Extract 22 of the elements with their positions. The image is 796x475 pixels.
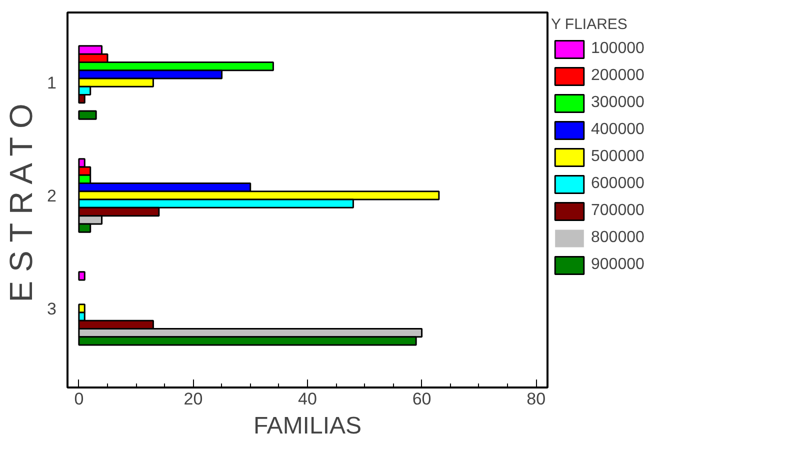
- legend-label: 100000: [591, 40, 644, 58]
- y-tick-label: 3: [47, 299, 57, 318]
- legend-title: Y FLIARES: [551, 16, 628, 33]
- y-tick-label: 2: [47, 186, 57, 206]
- legend-label: 800000: [591, 229, 644, 247]
- y-tick-label: 1: [47, 74, 57, 93]
- x-tick-label: 80: [526, 390, 546, 408]
- y-axis-title: E S T R A T O: [3, 104, 40, 302]
- legend-label: 300000: [591, 94, 644, 112]
- x-tick-label: 0: [74, 390, 84, 408]
- bar: [78, 110, 97, 120]
- x-axis-title: FAMILIAS: [253, 412, 362, 440]
- legend-label: 600000: [591, 175, 644, 193]
- x-tick-label: 20: [184, 390, 203, 408]
- bar: [78, 271, 86, 281]
- legend-label: 700000: [591, 202, 644, 220]
- x-tick-label: 60: [412, 390, 432, 408]
- legend-label: 200000: [591, 67, 644, 85]
- legend-label: 500000: [591, 148, 644, 166]
- legend-label: 900000: [591, 256, 644, 274]
- x-tick-label: 40: [298, 390, 317, 408]
- legend-label: 400000: [591, 121, 644, 139]
